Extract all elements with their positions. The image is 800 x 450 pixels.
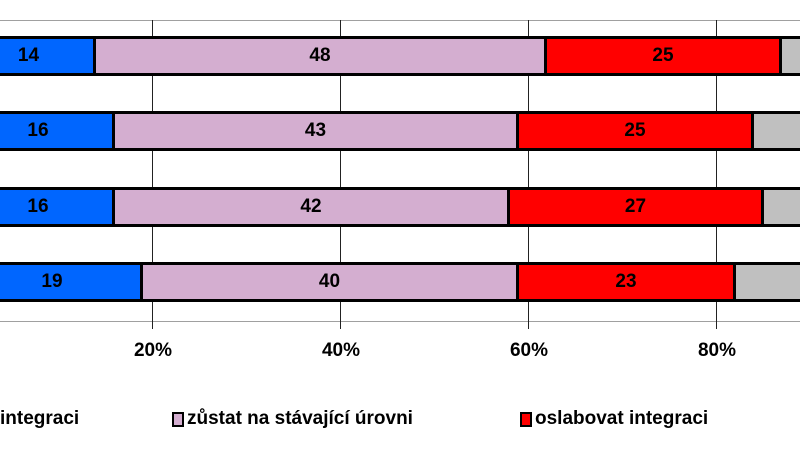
x-tick-label: 20% [133,340,173,361]
gridline-80 [716,20,717,329]
segment-keep: 43 [115,114,519,148]
legend-label: oslabovat integraci [535,408,709,429]
segment-other [764,190,800,224]
legend-swatch-icon [520,411,532,427]
gridline-20 [152,20,153,329]
legend-item-keep: zůstat na stávající úrovni [172,408,413,430]
segment-strengthen: 16 [0,190,115,224]
segment-weaken: 27 [510,190,764,224]
segment-strengthen: 14 [0,39,96,73]
segment-strengthen: 19 [0,265,143,299]
x-axis-line [0,321,800,322]
legend-item-weaken: oslabovat integraci [520,408,708,430]
segment-other [782,39,800,73]
legend-item-strengthen: integraci [0,408,79,430]
segment-strengthen: 16 [0,114,115,148]
segment-other [754,114,800,148]
segment-keep: 40 [143,265,519,299]
chart-legend: integraci zůstat na stávající úrovni osl… [0,408,800,438]
segment-keep: 48 [96,39,547,73]
x-tick-label: 40% [321,340,361,361]
legend-swatch-icon [172,411,184,427]
segment-weaken: 25 [547,39,782,73]
legend-label: integraci [0,408,80,429]
gridline-40 [340,20,341,329]
plot-top-border [0,20,800,21]
x-tick-label: 60% [509,340,549,361]
bar-row-1: 14 48 25 [0,36,800,76]
gridline-60 [528,20,529,329]
legend-label: zůstat na stávající úrovni [187,408,413,429]
segment-weaken: 25 [519,114,754,148]
bar-row-2: 16 43 25 [0,111,800,151]
bar-row-4: 19 40 23 [0,262,800,302]
segment-keep: 42 [115,190,510,224]
segment-weaken: 23 [519,265,736,299]
x-tick-label: 80% [697,340,737,361]
segment-other [736,265,800,299]
bar-row-3: 16 42 27 [0,187,800,227]
